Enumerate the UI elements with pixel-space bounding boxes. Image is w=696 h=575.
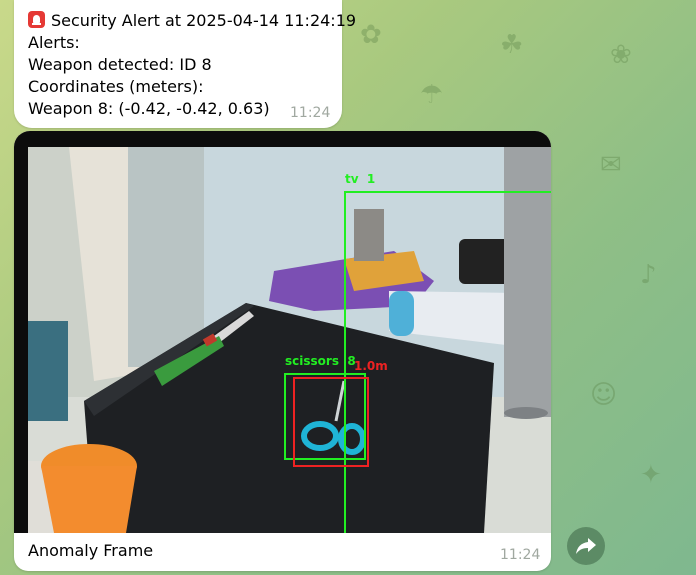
wallpaper-pattern: ✉ — [600, 150, 622, 180]
photo-caption: Anomaly Frame — [28, 541, 154, 560]
anomaly-frame-image[interactable]: tv 1 scissors 8 1.0m — [14, 131, 551, 533]
message-time: 11:24 — [290, 105, 331, 121]
distance-label: 1.0m — [354, 359, 388, 373]
wallpaper-pattern: ☺ — [590, 380, 618, 410]
detection-label-tv: tv 1 — [345, 172, 376, 186]
alert-message-bubble[interactable]: Security Alert at 2025-04-14 11:24:19 Al… — [14, 0, 356, 128]
wallpaper-pattern: ☘ — [500, 30, 524, 60]
anomaly-scene — [28, 147, 551, 533]
alerts-heading: Alerts: — [28, 33, 80, 52]
wallpaper-pattern: ✦ — [640, 460, 662, 490]
alert-title-line: Security Alert at 2025-04-14 11:24:19 — [28, 10, 356, 32]
alarm-light-icon — [28, 11, 45, 28]
weapon-coordinates-line: Weapon 8: (-0.42, -0.42, 0.63) — [28, 99, 270, 118]
wallpaper-pattern: ☂ — [420, 80, 444, 110]
forward-arrow-icon — [576, 538, 596, 554]
forward-button[interactable] — [567, 527, 605, 565]
weapon-detected-line: Weapon detected: ID 8 — [28, 55, 212, 74]
photo-message-bubble[interactable]: tv 1 scissors 8 1.0m Anomaly Frame 11:24 — [14, 131, 551, 571]
message-time: 11:24 — [500, 547, 541, 563]
wallpaper-pattern: ❀ — [610, 40, 632, 70]
wallpaper-pattern: ✿ — [360, 20, 382, 50]
detection-label-scissors: scissors 8 — [285, 354, 356, 368]
coordinates-heading: Coordinates (meters): — [28, 77, 204, 96]
wallpaper-pattern: ♪ — [640, 260, 657, 290]
